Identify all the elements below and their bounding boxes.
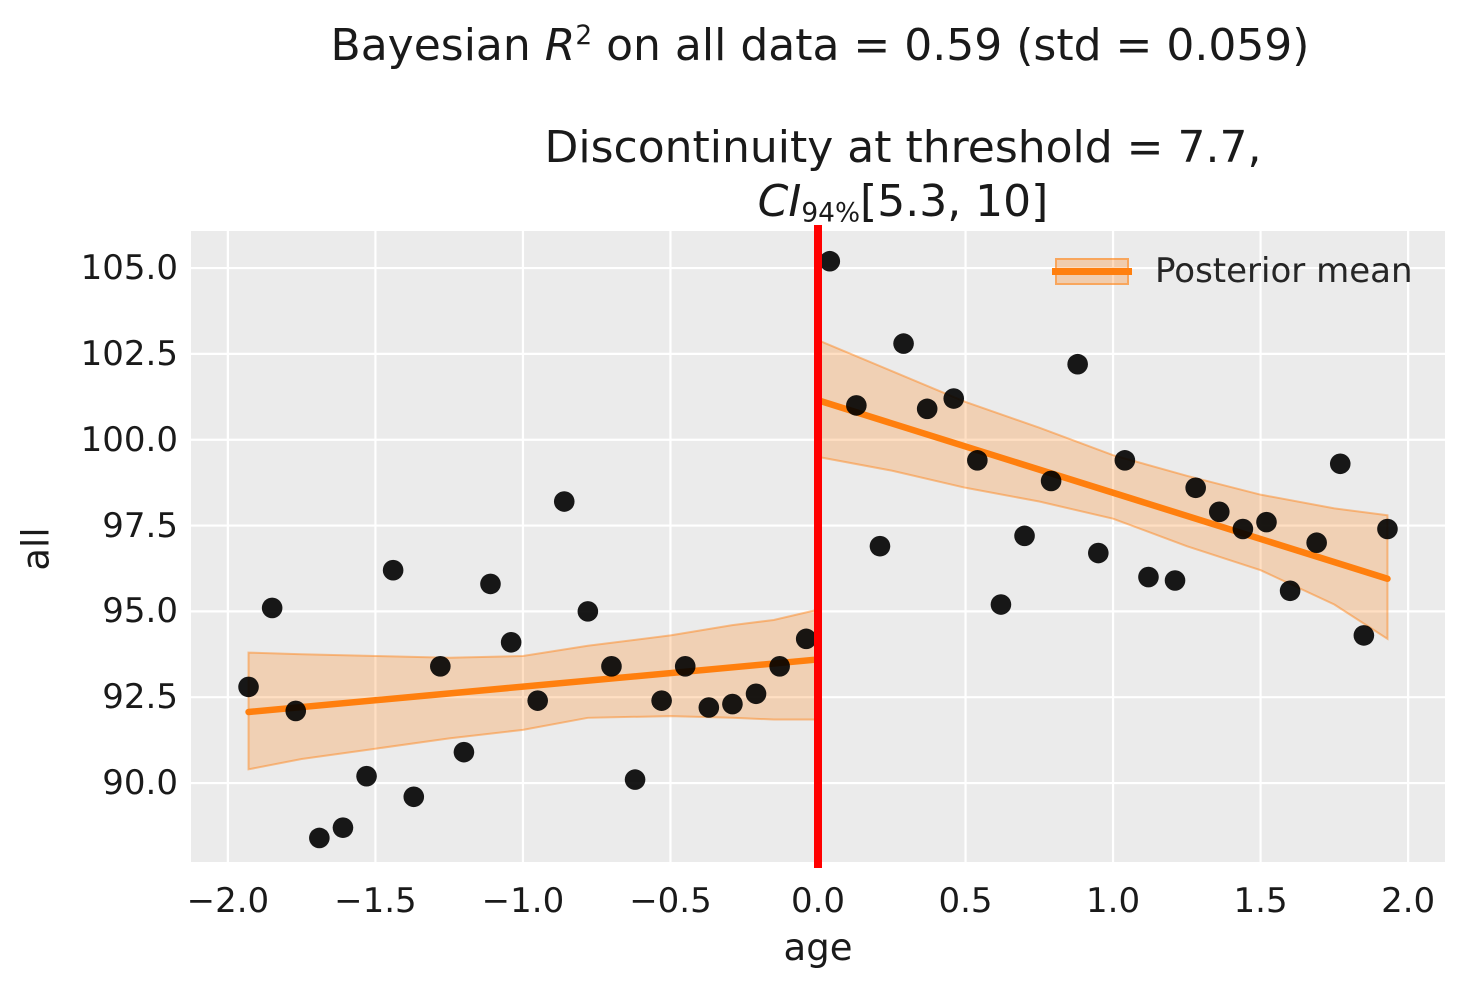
scatter-point: [869, 535, 891, 557]
scatter-point: [651, 690, 672, 711]
scatter-point: [1306, 532, 1327, 554]
scatter-point: [1164, 570, 1186, 591]
axes-title-line1: Discontinuity at threshold = 7.7,: [544, 122, 1262, 173]
scatter-point: [453, 741, 475, 763]
scatter-point: [309, 827, 330, 849]
scatter-point: [1377, 518, 1398, 540]
scatter-point: [1067, 353, 1088, 375]
chart-title-text: Bayesian: [330, 20, 545, 71]
x-tick-label: 0.0: [790, 881, 846, 921]
scatter-point: [745, 683, 767, 705]
x-tick-label: −0.5: [629, 881, 712, 921]
scatter-point: [674, 656, 696, 677]
y-tick-label: 105.0: [80, 248, 178, 289]
x-tick-label: 1.0: [1086, 881, 1141, 921]
scatter-point: [553, 491, 575, 512]
scatter-point: [1138, 566, 1159, 588]
legend-label: Posterior mean: [1155, 251, 1413, 291]
y-tick-label: 100.0: [80, 419, 178, 460]
x-tick-label: −1.5: [334, 881, 417, 921]
scatter-point: [698, 697, 720, 718]
scatter-point: [1185, 477, 1206, 499]
scatter-point: [846, 395, 867, 416]
scatter-point: [527, 690, 548, 711]
scatter-point: [1014, 525, 1035, 547]
y-axis-label: all: [14, 527, 58, 571]
scatter-point: [1279, 580, 1301, 602]
scatter-point: [382, 559, 404, 581]
chart-title-r-exponent: 2: [575, 20, 593, 52]
chart-title-text-rest: on all data = 0.59 (std = 0.059): [592, 20, 1310, 71]
scatter-point: [1114, 450, 1136, 471]
x-axis-label: age: [783, 926, 853, 969]
scatter-point: [500, 631, 522, 653]
x-tick-label: −2.0: [186, 881, 270, 921]
x-tick-label: 1.5: [1233, 881, 1288, 921]
legend-line-swatch: [1052, 267, 1132, 275]
scatter-point: [795, 628, 817, 650]
y-tick-label: 90.0: [102, 763, 178, 804]
ci-band-left: [247, 608, 819, 771]
scatter-point: [577, 601, 599, 622]
scatter-point: [1208, 501, 1230, 523]
x-tick-label: 2.0: [1381, 881, 1436, 921]
x-tick-label: −1.0: [481, 881, 565, 921]
y-tick-label: 97.5: [102, 505, 178, 546]
scatter-point: [722, 693, 743, 715]
scatter-point: [430, 656, 451, 677]
scatter-point: [285, 700, 307, 722]
posterior-mean-line-left: [245, 656, 822, 716]
scatter-point: [967, 450, 988, 471]
scatter-point: [624, 769, 646, 790]
scatter-point: [1256, 511, 1277, 533]
y-tick-label: 102.5: [80, 333, 178, 374]
ci-interval-text: [5.3, 10]: [860, 176, 1049, 227]
x-tick-label: 0.5: [938, 881, 993, 921]
ci-subscript: 94%: [801, 197, 861, 229]
scatter-point: [1088, 542, 1109, 564]
legend-band-swatch: [1052, 257, 1132, 285]
posterior-mean-line-right: [814, 397, 1391, 583]
y-tick-label: 92.5: [102, 677, 178, 718]
scatter-point: [261, 597, 283, 619]
chart-title-r-var: R: [544, 20, 576, 71]
scatter-point: [1329, 453, 1351, 475]
ci-symbol: CI: [757, 176, 802, 227]
threshold-line: [814, 225, 822, 868]
scatter-point: [893, 333, 914, 354]
scatter-point: [601, 656, 622, 677]
scatter-point: [1232, 518, 1254, 540]
axes-title-line2: CI94%[5.3, 10]: [758, 176, 1049, 228]
scatter-point: [916, 398, 938, 420]
scatter-point: [1353, 625, 1375, 646]
scatter-point: [1040, 470, 1062, 492]
scatter-point: [332, 817, 354, 838]
scatter-point: [990, 594, 1012, 615]
scatter-point: [238, 676, 259, 698]
scatter-point: [403, 786, 425, 808]
legend: Posterior mean: [1052, 250, 1413, 292]
scatter-point: [480, 573, 501, 595]
chart-title: Bayesian R2 on all data = 0.59 (std = 0.…: [331, 20, 1310, 71]
y-tick-label: 95.0: [102, 591, 178, 632]
scatter-point: [769, 656, 790, 677]
scatter-point: [943, 388, 965, 409]
scatter-point: [356, 765, 377, 787]
scatter-point: [819, 250, 841, 272]
